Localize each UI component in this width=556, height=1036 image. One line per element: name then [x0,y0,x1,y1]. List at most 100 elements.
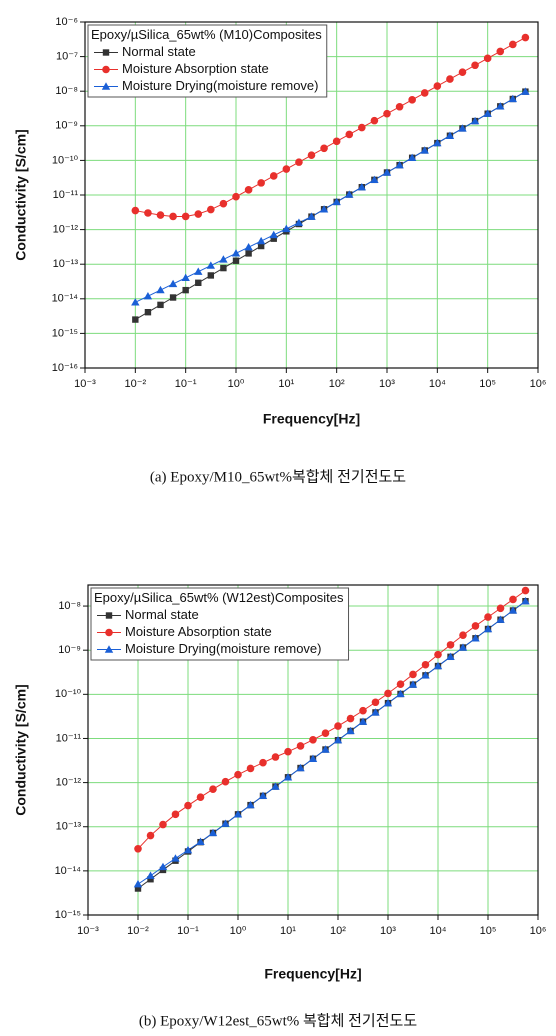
marker-circle [169,212,177,221]
marker-triangle [521,87,530,95]
marker-triangle [496,615,505,623]
y-tick-label: 10⁻¹¹ [56,732,82,744]
x-tick-label: 10⁶ [530,378,547,390]
marker-circle [521,586,530,595]
x-tick-label: 10⁵ [480,925,497,937]
plot-frame [84,21,539,369]
x-axis-label: Frequency[Hz] [264,966,361,982]
marker-triangle [131,298,140,306]
marker-triangle [483,624,493,633]
x-tick-label: 10⁰ [230,925,247,937]
marker-circle [184,801,192,810]
marker-square [207,272,215,279]
legend-box [90,587,350,661]
y-tick-label: 10⁻⁹ [55,120,78,132]
marker-circle [509,595,517,604]
marker-circle [459,631,467,639]
legend-box [87,24,328,98]
marker-circle [395,102,404,111]
marker-circle [334,722,342,730]
marker-triangle [396,689,405,698]
marker-triangle [156,285,165,294]
marker-triangle [196,837,205,845]
marker-circle [332,137,341,146]
marker-circle [433,82,442,90]
marker-square [182,286,189,294]
x-tick-label: 10² [329,378,345,390]
y-tick-label: 10⁻¹³ [56,821,82,833]
marker-triangle [283,773,293,781]
marker-triangle [208,828,218,837]
marker-circle [484,613,492,621]
marker-circle [295,158,303,166]
marker-circle [358,123,366,132]
y-tick-label: 10⁻¹³ [53,258,79,270]
marker-circle [446,75,454,83]
marker-square [232,257,240,264]
legend-label: Moisture Drying(moisture remove) [125,641,322,656]
chart: 10⁻³ 10⁻² 10⁻¹ 10⁰ 10¹ 10² 10³ 10⁴ 10⁵ 10⁶ 10⁻¹⁵ 10… [13,584,547,1029]
x-tick-label: 10³ [380,925,396,937]
marker-square [257,242,265,250]
marker-triangle [345,190,354,198]
legend-title: Epoxy/µSilica_65wt% (W12est)Composites [94,590,344,605]
marker-triangle [420,146,429,154]
marker-square [105,612,113,619]
legend-title: Epoxy/µSilica_65wt% (M10)Composites [91,27,322,42]
marker-triangle [433,661,443,670]
x-tick-label: 10⁴ [429,378,446,390]
x-tick-label: 10⁻² [124,378,146,390]
marker-square [157,301,164,309]
marker-circle [396,680,405,688]
marker-triangle [244,242,253,251]
marker-circle [458,68,467,76]
marker-circle [102,65,110,74]
y-tick-label: 10⁻¹² [56,777,82,789]
marker-circle [144,209,152,217]
legend-label: Moisture Absorption state [122,61,269,76]
marker-triangle [296,763,305,772]
marker-circle [156,211,165,219]
marker-square [132,316,139,323]
y-tick-label: 10⁻¹⁵ [52,327,78,339]
marker-triangle [358,717,368,725]
marker-triangle [133,879,143,888]
marker-square [195,279,202,287]
marker-triangle [146,871,155,879]
y-axis-label: Conductivity [S/cm] [13,129,29,260]
y-tick-label: 10⁻¹⁴ [52,293,79,305]
marker-circle [232,192,240,201]
marker-circle [209,785,217,794]
legend-label: Normal state [122,44,196,59]
marker-circle [194,210,203,218]
marker-triangle [256,236,266,245]
x-tick-label: 10⁻¹ [175,378,197,390]
marker-square [144,308,152,316]
marker-circle [146,831,155,840]
marker-triangle [471,634,480,642]
legend: Epoxy/µSilica_65wt% (M10)Composites Norma… [87,24,328,98]
marker-circle [257,179,265,187]
marker-triangle [206,261,216,269]
marker-square [220,264,227,272]
marker-triangle [319,205,329,213]
y-tick-label: 10⁻¹⁰ [55,688,82,700]
marker-triangle [194,267,203,275]
chart: 10⁻³ 10⁻² 10⁻¹ 10⁰ 10¹ 10² 10³ 10⁴ 10⁵ 10⁶ 10⁻¹⁶ 10… [13,16,547,486]
marker-circle [282,165,291,173]
marker-circle [509,40,517,49]
marker-circle [181,212,190,221]
marker-circle [271,753,280,761]
marker-circle [207,205,215,214]
marker-square [245,250,252,257]
marker-triangle [104,645,114,653]
marker-circle [496,604,505,613]
marker-circle [409,670,417,679]
x-tick-label: 10⁵ [479,378,496,390]
marker-triangle [433,138,442,147]
marker-circle [296,742,305,750]
y-tick-label: 10⁻¹⁴ [55,865,82,877]
marker-triangle [383,698,393,707]
x-tick-label: 10⁶ [530,925,547,937]
marker-triangle [143,291,153,300]
